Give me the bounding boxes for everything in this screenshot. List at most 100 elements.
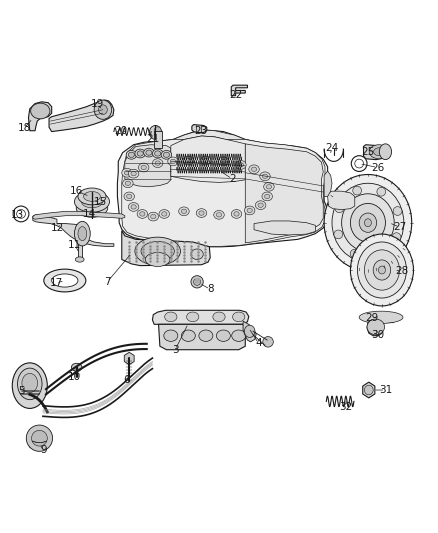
Text: 16: 16 <box>70 186 83 196</box>
Text: 10: 10 <box>68 372 81 382</box>
Polygon shape <box>254 221 315 235</box>
Text: 25: 25 <box>361 147 374 157</box>
Ellipse shape <box>263 336 273 347</box>
Text: 8: 8 <box>207 284 214 294</box>
Ellipse shape <box>82 203 102 213</box>
Ellipse shape <box>141 241 174 261</box>
Ellipse shape <box>152 159 163 167</box>
Ellipse shape <box>374 148 384 156</box>
Polygon shape <box>33 211 125 219</box>
Polygon shape <box>117 130 328 247</box>
Ellipse shape <box>74 191 110 212</box>
Ellipse shape <box>244 325 255 337</box>
Ellipse shape <box>179 207 189 216</box>
Ellipse shape <box>262 174 268 179</box>
Ellipse shape <box>186 158 191 163</box>
Ellipse shape <box>216 213 222 217</box>
Ellipse shape <box>214 211 224 219</box>
Text: 9: 9 <box>40 446 47 456</box>
Polygon shape <box>49 100 114 132</box>
Ellipse shape <box>357 242 406 298</box>
Polygon shape <box>171 136 245 182</box>
Polygon shape <box>192 125 207 133</box>
Ellipse shape <box>201 156 211 165</box>
Ellipse shape <box>145 253 170 266</box>
Ellipse shape <box>31 103 50 119</box>
Polygon shape <box>231 85 247 96</box>
Ellipse shape <box>335 204 344 213</box>
Ellipse shape <box>162 212 167 216</box>
Ellipse shape <box>194 278 201 285</box>
Text: 26: 26 <box>371 163 384 173</box>
Ellipse shape <box>128 152 134 157</box>
Ellipse shape <box>236 160 246 169</box>
Ellipse shape <box>249 165 259 174</box>
Ellipse shape <box>126 150 137 159</box>
Ellipse shape <box>181 330 195 342</box>
Polygon shape <box>364 145 386 159</box>
Ellipse shape <box>247 208 252 213</box>
Ellipse shape <box>350 234 413 306</box>
Ellipse shape <box>187 312 199 322</box>
Ellipse shape <box>191 276 203 288</box>
Ellipse shape <box>135 237 180 265</box>
Ellipse shape <box>218 157 229 166</box>
Ellipse shape <box>168 157 178 166</box>
Ellipse shape <box>75 257 84 262</box>
Ellipse shape <box>251 167 257 172</box>
Ellipse shape <box>71 364 82 371</box>
Ellipse shape <box>84 191 100 201</box>
Ellipse shape <box>161 150 172 159</box>
Ellipse shape <box>159 209 170 219</box>
Text: 29: 29 <box>365 313 378 323</box>
Ellipse shape <box>374 251 383 259</box>
Text: 17: 17 <box>49 278 63 288</box>
Text: 30: 30 <box>371 330 384 340</box>
Ellipse shape <box>12 363 47 408</box>
Text: 12: 12 <box>50 223 64 233</box>
Ellipse shape <box>183 156 194 165</box>
Polygon shape <box>33 215 114 246</box>
Polygon shape <box>28 102 52 131</box>
Ellipse shape <box>32 430 47 446</box>
Ellipse shape <box>78 188 106 205</box>
Ellipse shape <box>260 172 270 181</box>
Ellipse shape <box>355 159 364 168</box>
Polygon shape <box>367 320 383 336</box>
Ellipse shape <box>13 206 29 222</box>
Text: 5: 5 <box>18 386 25 397</box>
Ellipse shape <box>199 330 213 342</box>
Ellipse shape <box>154 127 161 135</box>
Ellipse shape <box>359 213 377 232</box>
Ellipse shape <box>155 161 160 165</box>
Bar <box>78 238 82 260</box>
Ellipse shape <box>255 201 266 209</box>
Ellipse shape <box>324 174 412 271</box>
Ellipse shape <box>124 171 130 175</box>
Polygon shape <box>122 231 210 265</box>
Polygon shape <box>152 310 249 324</box>
Ellipse shape <box>122 168 132 177</box>
Ellipse shape <box>131 172 136 176</box>
Text: 28: 28 <box>396 266 409 276</box>
Ellipse shape <box>140 212 145 216</box>
Ellipse shape <box>262 192 272 201</box>
Text: 3: 3 <box>172 345 179 355</box>
Ellipse shape <box>203 158 208 163</box>
Polygon shape <box>159 324 245 350</box>
Text: 21: 21 <box>147 134 160 144</box>
Ellipse shape <box>152 149 163 158</box>
Ellipse shape <box>128 169 139 178</box>
Ellipse shape <box>367 319 385 335</box>
Ellipse shape <box>149 125 162 140</box>
Ellipse shape <box>18 368 42 400</box>
Text: 22: 22 <box>229 90 242 100</box>
Ellipse shape <box>199 211 204 215</box>
Polygon shape <box>363 382 375 398</box>
Ellipse shape <box>266 184 272 189</box>
Text: 2: 2 <box>229 174 236 184</box>
Ellipse shape <box>373 260 391 280</box>
Polygon shape <box>173 130 254 145</box>
Ellipse shape <box>124 192 134 201</box>
Text: 7: 7 <box>104 277 111 287</box>
